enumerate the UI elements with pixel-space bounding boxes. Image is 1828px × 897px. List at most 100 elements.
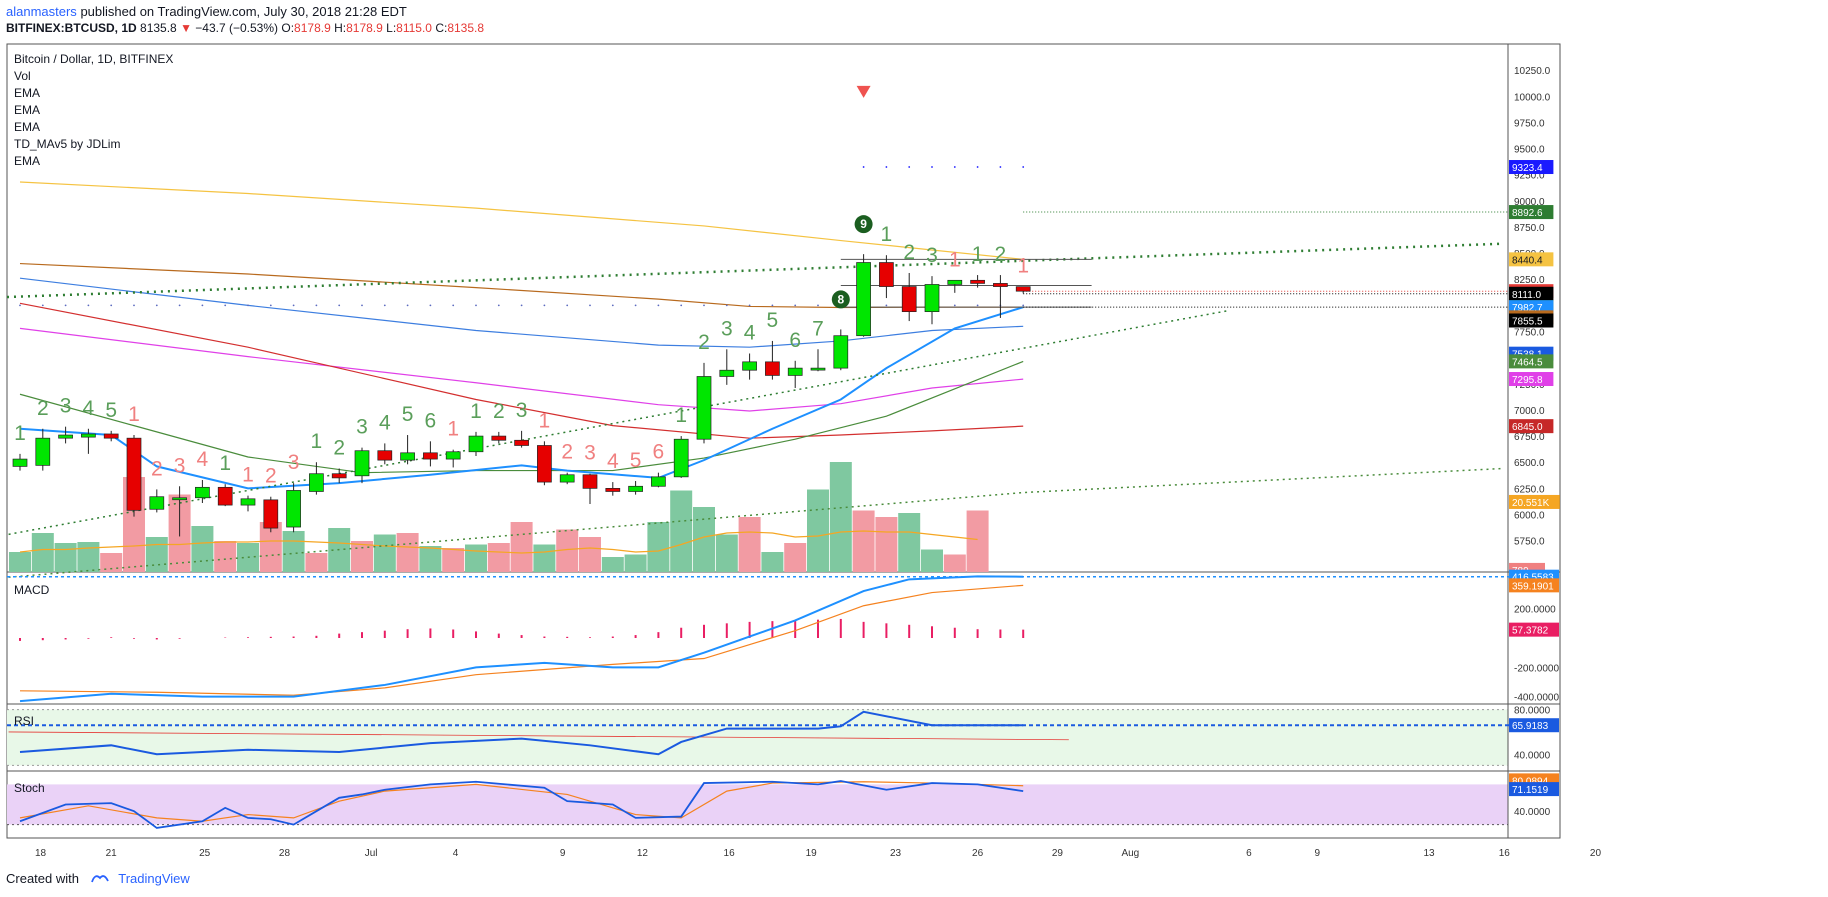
- legend-ema-2[interactable]: EMA: [14, 103, 41, 117]
- author-link[interactable]: alanmasters: [6, 4, 77, 19]
- td-dot: [817, 304, 819, 307]
- price-tick-label: 9250.0: [1514, 171, 1545, 182]
- candle-body: [12, 458, 28, 467]
- td-dot: [634, 304, 637, 307]
- legend-rsi[interactable]: RSI: [14, 714, 35, 728]
- high-value: 8178.9: [346, 21, 383, 35]
- volume-bar: [738, 517, 761, 572]
- macd-value-label: 359.1901: [1512, 581, 1554, 592]
- td-dot: [794, 304, 797, 307]
- td-dot: [1022, 166, 1025, 168]
- volume-bar: [487, 543, 510, 572]
- legend-macd[interactable]: MACD: [14, 583, 50, 597]
- x-tick-label: 6: [1246, 848, 1252, 859]
- price-tag-label: 8440.4: [1512, 255, 1543, 266]
- down-arrow-icon: ▼: [180, 21, 192, 35]
- td-count-label: 5: [767, 309, 779, 332]
- td-dot: [383, 304, 386, 307]
- legend-stoch[interactable]: Stoch: [14, 781, 45, 795]
- volume-ma-line: [19, 530, 978, 554]
- candle-body: [514, 439, 529, 446]
- volume-bar: [145, 537, 168, 572]
- x-tick-label: 23: [890, 848, 902, 859]
- candle-body: [993, 283, 1008, 287]
- td-count-label: 1: [242, 464, 254, 487]
- symbol-info: BITFINEX:BTCUSD, 1D 8135.8 ▼ −43.7 (−0.5…: [6, 21, 484, 35]
- volume-bar: [624, 554, 647, 572]
- x-tick-label: 9: [560, 848, 566, 859]
- tradingview-link[interactable]: TradingView: [118, 871, 190, 886]
- low-value: 8115.0: [396, 21, 432, 35]
- macd-value-tag: 359.1901: [1509, 578, 1559, 593]
- td-count-label: 3: [356, 416, 368, 439]
- x-tick-label: 16: [724, 848, 736, 859]
- x-tick-label: 29: [1052, 848, 1064, 859]
- td-count-label: 4: [607, 450, 619, 473]
- plot-frame: [6, 43, 1561, 839]
- created-with-text: Created with: [6, 871, 79, 886]
- volume-bar: [556, 529, 579, 572]
- td-dot: [87, 304, 90, 307]
- td-dot: [1022, 304, 1025, 307]
- td-count-label: 2: [903, 241, 915, 264]
- volume-bar: [875, 517, 898, 572]
- td-dot: [976, 166, 979, 168]
- price-tag-label: 7855.5: [1512, 316, 1543, 327]
- rsi-trend-line: [8, 731, 1069, 741]
- rsi-value-tag: 65.9183: [1509, 718, 1559, 733]
- x-tick-label: Jul: [365, 848, 378, 859]
- rsi-tick-label: 40.0000: [1514, 750, 1551, 761]
- price-tick-label: 8250.0: [1514, 275, 1545, 286]
- x-tick-label: 9: [1315, 848, 1321, 859]
- td-count-label: 1: [470, 400, 482, 423]
- td-count-label: 1: [219, 452, 231, 475]
- chart-canvas[interactable]: 5750.06000.06250.06500.06750.07000.07250…: [0, 0, 1828, 870]
- open-value: 8178.9: [294, 21, 331, 35]
- td-dot: [931, 166, 933, 168]
- legend-td-mav5[interactable]: TD_MAv5 by JDLim: [14, 137, 121, 151]
- td-count-label: 1: [14, 422, 26, 445]
- x-tick-label: 20: [1590, 848, 1602, 859]
- price-tag-label: 7982.7: [1512, 303, 1543, 314]
- legend-ema-3[interactable]: EMA: [14, 120, 41, 134]
- price-tick-label: 6500.0: [1514, 458, 1545, 469]
- price-tick-label: 7750.0: [1514, 328, 1545, 339]
- stoch-value-tag: 71.1519: [1509, 782, 1559, 797]
- candle-body: [628, 485, 643, 492]
- price-tick-label: 6000.0: [1514, 510, 1545, 521]
- legend-vol[interactable]: Vol: [14, 69, 31, 83]
- td-count-label: 3: [516, 399, 528, 422]
- td-dot: [885, 166, 888, 168]
- footer: Created with TradingView: [6, 871, 190, 886]
- low-label: L:: [386, 21, 397, 35]
- td-count-label: 3: [288, 451, 300, 474]
- td-dot: [611, 304, 614, 307]
- rsi-value-label: 65.9183: [1512, 721, 1549, 732]
- td-dot: [224, 304, 227, 307]
- x-tick-label: 26: [972, 848, 984, 859]
- td-dot: [19, 304, 21, 307]
- td-dot: [201, 304, 204, 307]
- ema-line-ema_blue: [19, 277, 1024, 348]
- volume-bar: [259, 522, 282, 572]
- candle-body: [35, 437, 51, 466]
- volume-bar: [282, 531, 305, 572]
- td-count-label: 2: [561, 441, 573, 464]
- legend-ema-4[interactable]: EMA: [14, 154, 41, 168]
- x-tick-label: 19: [806, 848, 818, 859]
- candle-body: [195, 486, 210, 499]
- last-price: 8135.8: [140, 21, 177, 35]
- td-dot: [589, 304, 591, 307]
- volume-bar: [373, 534, 396, 572]
- volume-bar: [829, 462, 852, 572]
- candle-body: [673, 438, 689, 478]
- td-dot: [361, 304, 363, 307]
- legend-ema-1[interactable]: EMA: [14, 86, 41, 100]
- tradingview-logo-icon: [90, 875, 109, 883]
- volume-bar: [601, 557, 624, 572]
- stoch-value-label: 71.1519: [1512, 785, 1549, 796]
- td-count-label: 1: [539, 409, 551, 432]
- td-count-label: 3: [926, 244, 938, 267]
- td-dot: [657, 304, 660, 307]
- x-tick-label: 13: [1423, 848, 1435, 859]
